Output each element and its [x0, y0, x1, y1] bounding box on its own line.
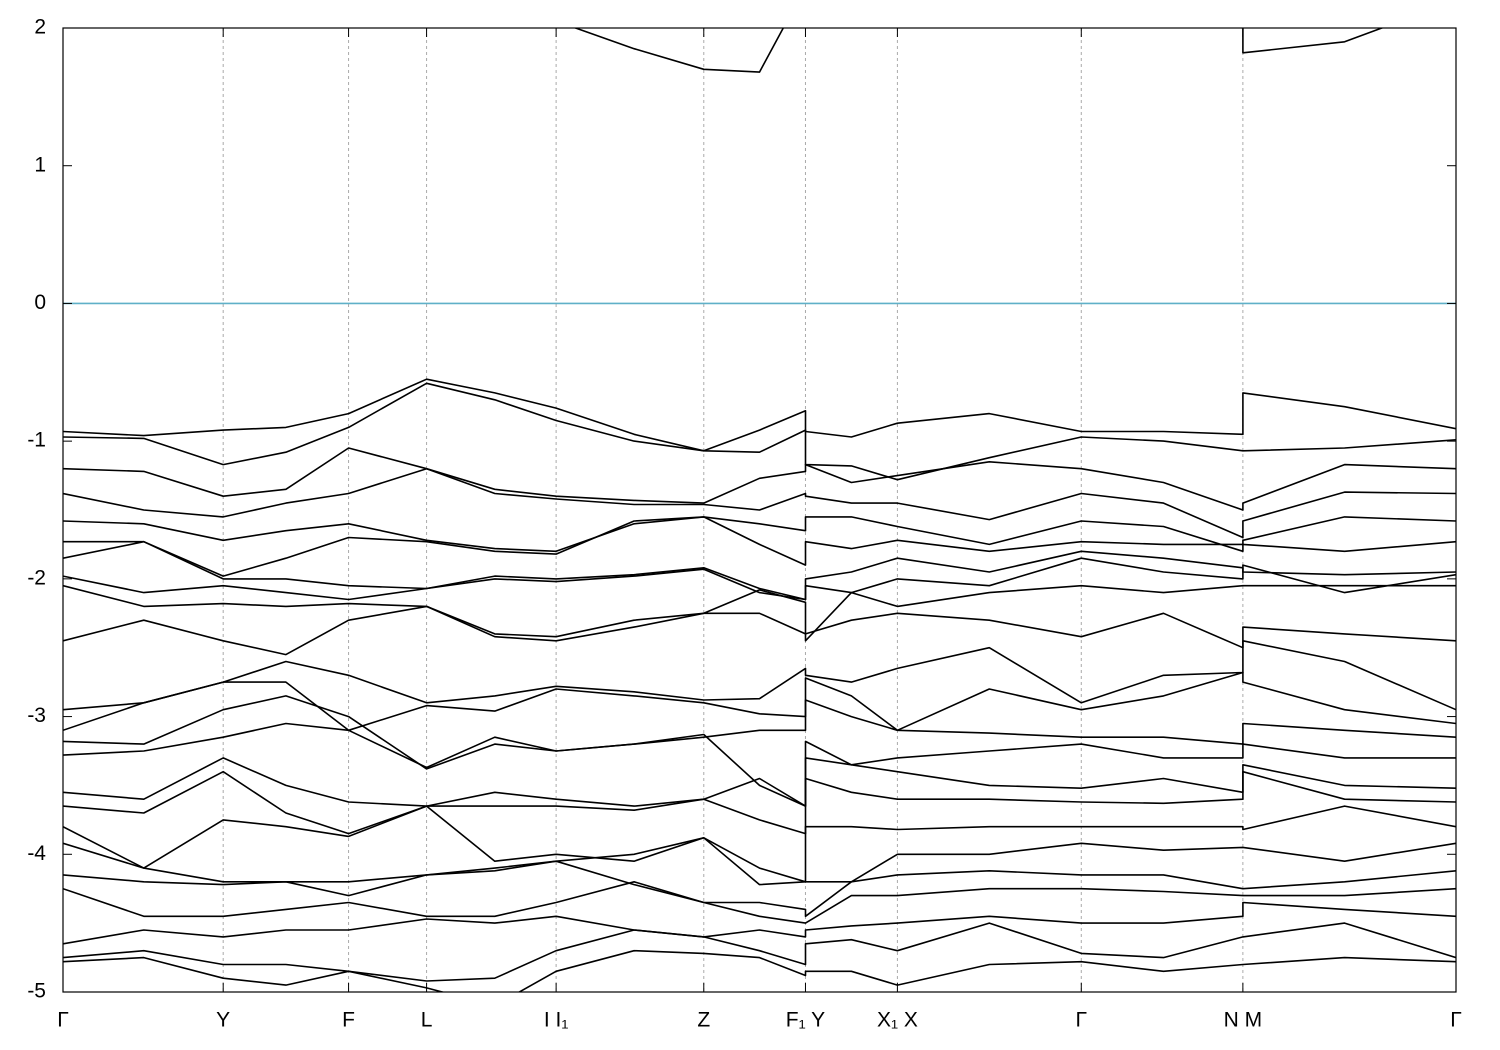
- band-line: [63, 837, 1456, 886]
- x-tick-label: F: [342, 1009, 355, 1032]
- band-line: [63, 378, 1456, 452]
- band-line: [63, 860, 1456, 918]
- x-tick-label: Z: [697, 1009, 710, 1032]
- band-line: [63, 901, 1456, 945]
- x-tick-label: Γ: [1075, 1009, 1087, 1032]
- band-line: [63, 757, 1456, 807]
- band-line: [63, 605, 1456, 656]
- band-line: [573, 28, 1385, 73]
- y-tick-label: -3: [27, 704, 46, 727]
- band-line: [63, 540, 1456, 601]
- band-line: [63, 640, 1456, 711]
- x-tick-label: F₁ Y: [786, 1009, 825, 1032]
- band-line: [63, 516, 1456, 577]
- x-tick-label: X₁ X: [877, 1009, 918, 1032]
- plot-frame: [62, 27, 1457, 993]
- band-line: [63, 805, 1456, 883]
- y-tick-label: -5: [27, 980, 46, 1003]
- bands-layer: [63, 28, 1456, 992]
- x-tick-label: Y: [216, 1009, 230, 1032]
- band-line: [63, 447, 1456, 511]
- x-tick-label: N M: [1224, 1009, 1263, 1032]
- band-line: [63, 881, 1456, 924]
- band-line: [63, 949, 1456, 992]
- band-line: [63, 382, 1456, 481]
- band-line: [63, 922, 1456, 982]
- band-line: [63, 722, 1456, 807]
- y-tick-label: 1: [34, 153, 46, 176]
- y-tick-label: -2: [27, 566, 46, 589]
- band-line: [63, 467, 1456, 539]
- y-tick-label: 0: [34, 291, 46, 314]
- x-tick-label: L: [421, 1009, 433, 1032]
- band-line: [63, 671, 1456, 732]
- x-tick-label: I I₁: [544, 1009, 569, 1032]
- band-line: [63, 516, 1456, 553]
- band-line: [63, 770, 1456, 835]
- y-tick-label: -1: [27, 429, 46, 452]
- x-tick-label: Γ: [1450, 1009, 1462, 1032]
- y-tick-label: -4: [27, 842, 46, 865]
- y-tick-label: 2: [34, 16, 46, 39]
- axes-layer: Γ Y F L I I₁ Z F₁ Y X₁ X Γ N M Γ -5 -4 -3 -2 -1 0 1 2: [27, 16, 1461, 1032]
- band-line: [63, 695, 1456, 770]
- band-line: [63, 584, 1456, 642]
- x-tick-label: Γ: [57, 1009, 69, 1032]
